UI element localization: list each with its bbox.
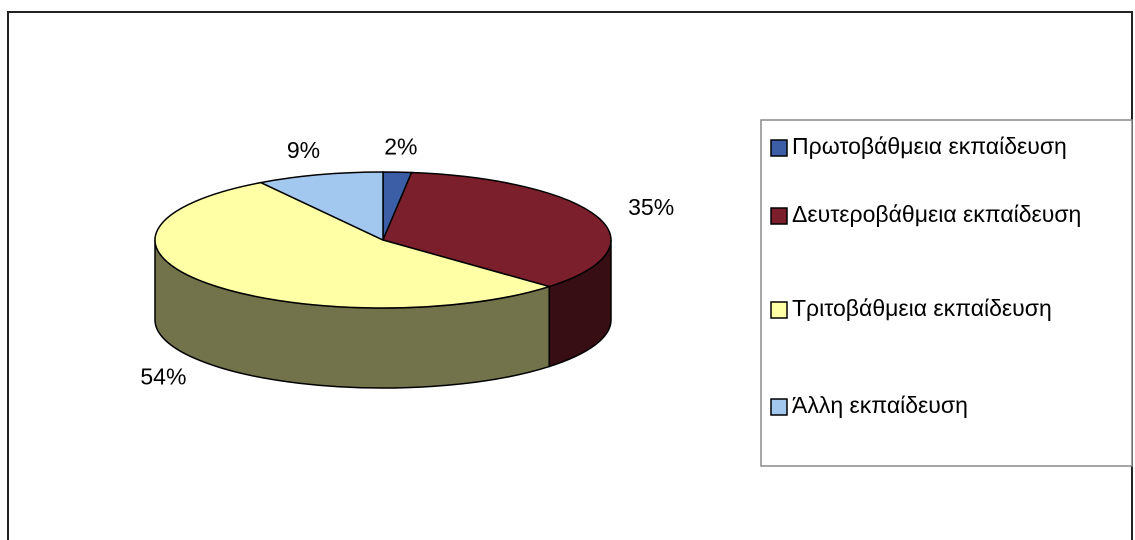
legend-box: [760, 119, 1133, 467]
legend-swatch: [770, 398, 788, 416]
data-label: 2%: [384, 133, 417, 159]
legend-swatch: [770, 139, 788, 157]
slice: [258, 171, 384, 242]
legend-swatch: [770, 301, 788, 319]
legend-label: Άλλη εκπαίδευση: [792, 392, 968, 418]
data-label: 35%: [628, 194, 674, 220]
data-label: 54%: [140, 364, 186, 390]
legend-label: Πρωτοβάθμεια εκπαίδευση: [792, 133, 1067, 159]
legend-label: Τριτοβάθμεια εκπαίδευση: [792, 295, 1052, 321]
slice: [154, 181, 552, 309]
legend-swatch: [770, 207, 788, 225]
data-label: 9%: [287, 137, 320, 163]
legend-label: Δευτεροβάθμεια εκπαίδευση: [792, 201, 1081, 227]
slice: [381, 171, 612, 288]
